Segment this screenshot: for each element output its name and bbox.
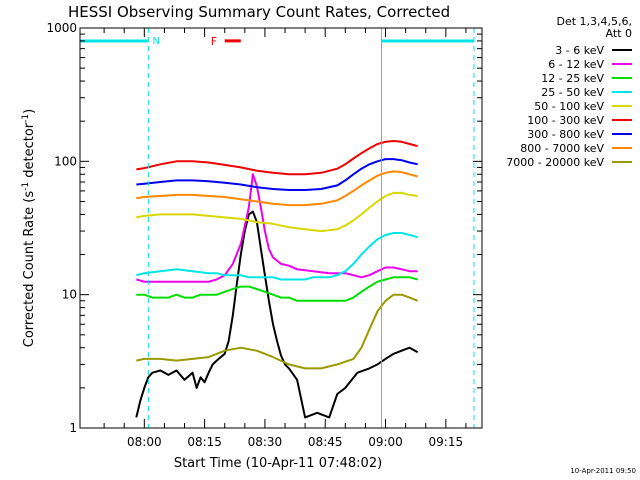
legend-label-8: 800 - 7000 keV [520, 142, 604, 155]
series-line-2 [136, 173, 418, 283]
chart-title: HESSI Observing Summary Count Rates, Cor… [68, 3, 450, 21]
x-axis-label: Start Time (10-Apr-11 07:48:02) [174, 456, 382, 471]
y-axis-label-main: Corrected Count Rate (s [22, 191, 37, 348]
timestamp: 10-Apr-2011 09:50 [570, 467, 636, 475]
x-tick-label-6: 09:15 [429, 435, 464, 449]
legend-label-6: 100 - 300 keV [527, 114, 604, 127]
series-line-8 [136, 170, 418, 207]
axis-layer: 1 10 100 1000 08:00 08:15 08:30 08:45 09:00 09:15 [46, 21, 482, 449]
series-line-5 [136, 191, 418, 233]
y-tick-label-2: 10 [62, 288, 77, 302]
legend-label-4: 25 - 50 keV [541, 86, 604, 99]
y-axis-label-sup1: -1 [21, 182, 31, 191]
series-layer [135, 140, 419, 419]
y-axis-label: Corrected Count Rate (s-1 detector-1) [21, 109, 37, 347]
series-line-1 [135, 210, 419, 419]
x-tick-label-2: 08:15 [187, 435, 222, 449]
y-tick-label-4: 1000 [46, 21, 77, 35]
legend-label-3: 12 - 25 keV [541, 72, 604, 85]
x-tick-label-1: 08:00 [127, 435, 162, 449]
x-tick-label-3: 08:30 [248, 435, 283, 449]
night-label: N [152, 36, 159, 47]
y-axis-label-tail: detector [22, 122, 37, 182]
y-axis-label-end: ) [22, 109, 37, 114]
x-tick-label-5: 09:00 [368, 435, 403, 449]
legend-label-9: 7000 - 20000 keV [506, 156, 604, 169]
legend-header-line1: Det 1,3,4,5,6, [556, 15, 632, 28]
plot-frame [79, 27, 483, 429]
legend-header-line2: Att 0 [606, 27, 632, 40]
flare-label: F [211, 35, 217, 48]
y-tick-label-3: 100 [54, 154, 77, 168]
y-axis-label-sup2: -1 [21, 114, 31, 123]
legend-label-2: 6 - 12 keV [548, 58, 604, 71]
series-line-3 [136, 276, 418, 302]
series-line-4 [136, 232, 418, 281]
series-line-9 [136, 293, 419, 370]
legend-label-5: 50 - 100 keV [534, 100, 604, 113]
legend-label-1: 3 - 6 keV [555, 44, 604, 57]
y-tick-label-1: 1 [69, 421, 77, 435]
legend-label-7: 300 - 800 keV [527, 128, 604, 141]
series-line-6 [136, 140, 418, 176]
series-line-7 [136, 158, 418, 191]
x-tick-label-4: 08:45 [308, 435, 343, 449]
